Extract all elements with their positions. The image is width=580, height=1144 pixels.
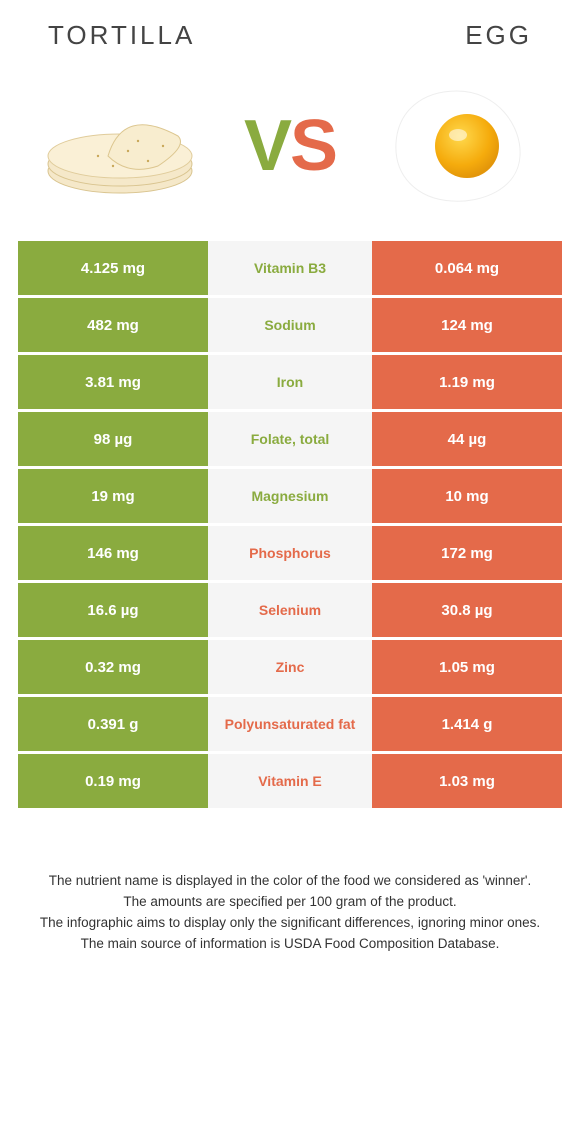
food-title-left: TORTILLA bbox=[48, 20, 195, 51]
food-title-right: EGG bbox=[465, 20, 532, 51]
cell-right-value: 172 mg bbox=[372, 526, 562, 580]
egg-image bbox=[372, 81, 542, 211]
table-row: 98 µgFolate, total44 µg bbox=[18, 412, 562, 469]
cell-nutrient-name: Vitamin E bbox=[208, 754, 372, 808]
header: TORTILLA EGG bbox=[18, 20, 562, 51]
comparison-table: 4.125 mgVitamin B30.064 mg482 mgSodium12… bbox=[18, 241, 562, 811]
images-row: VS bbox=[18, 81, 562, 211]
table-row: 0.19 mgVitamin E1.03 mg bbox=[18, 754, 562, 811]
table-row: 0.32 mgZinc1.05 mg bbox=[18, 640, 562, 697]
cell-nutrient-name: Sodium bbox=[208, 298, 372, 352]
cell-right-value: 0.064 mg bbox=[372, 241, 562, 295]
cell-left-value: 4.125 mg bbox=[18, 241, 208, 295]
cell-left-value: 146 mg bbox=[18, 526, 208, 580]
footer-line-3: The infographic aims to display only the… bbox=[33, 913, 547, 934]
cell-left-value: 16.6 µg bbox=[18, 583, 208, 637]
vs-s: S bbox=[290, 106, 336, 186]
tortilla-image bbox=[38, 81, 208, 211]
vs-v: V bbox=[244, 106, 290, 186]
footer-line-1: The nutrient name is displayed in the co… bbox=[33, 871, 547, 892]
cell-left-value: 0.391 g bbox=[18, 697, 208, 751]
cell-nutrient-name: Iron bbox=[208, 355, 372, 409]
cell-nutrient-name: Magnesium bbox=[208, 469, 372, 523]
table-row: 16.6 µgSelenium30.8 µg bbox=[18, 583, 562, 640]
footer-line-2: The amounts are specified per 100 gram o… bbox=[33, 892, 547, 913]
cell-left-value: 0.32 mg bbox=[18, 640, 208, 694]
footer-notes: The nutrient name is displayed in the co… bbox=[18, 871, 562, 955]
cell-right-value: 44 µg bbox=[372, 412, 562, 466]
cell-nutrient-name: Vitamin B3 bbox=[208, 241, 372, 295]
cell-nutrient-name: Polyunsaturated fat bbox=[208, 697, 372, 751]
cell-right-value: 1.19 mg bbox=[372, 355, 562, 409]
cell-nutrient-name: Phosphorus bbox=[208, 526, 372, 580]
cell-left-value: 482 mg bbox=[18, 298, 208, 352]
table-row: 146 mgPhosphorus172 mg bbox=[18, 526, 562, 583]
table-row: 0.391 gPolyunsaturated fat1.414 g bbox=[18, 697, 562, 754]
cell-right-value: 30.8 µg bbox=[372, 583, 562, 637]
footer-line-4: The main source of information is USDA F… bbox=[33, 934, 547, 955]
table-row: 4.125 mgVitamin B30.064 mg bbox=[18, 241, 562, 298]
cell-nutrient-name: Folate, total bbox=[208, 412, 372, 466]
vs-label: VS bbox=[244, 105, 336, 187]
table-row: 19 mgMagnesium10 mg bbox=[18, 469, 562, 526]
cell-left-value: 19 mg bbox=[18, 469, 208, 523]
cell-nutrient-name: Selenium bbox=[208, 583, 372, 637]
table-row: 3.81 mgIron1.19 mg bbox=[18, 355, 562, 412]
cell-right-value: 10 mg bbox=[372, 469, 562, 523]
cell-left-value: 98 µg bbox=[18, 412, 208, 466]
cell-left-value: 3.81 mg bbox=[18, 355, 208, 409]
cell-right-value: 124 mg bbox=[372, 298, 562, 352]
cell-left-value: 0.19 mg bbox=[18, 754, 208, 808]
cell-right-value: 1.05 mg bbox=[372, 640, 562, 694]
cell-nutrient-name: Zinc bbox=[208, 640, 372, 694]
table-row: 482 mgSodium124 mg bbox=[18, 298, 562, 355]
cell-right-value: 1.414 g bbox=[372, 697, 562, 751]
cell-right-value: 1.03 mg bbox=[372, 754, 562, 808]
